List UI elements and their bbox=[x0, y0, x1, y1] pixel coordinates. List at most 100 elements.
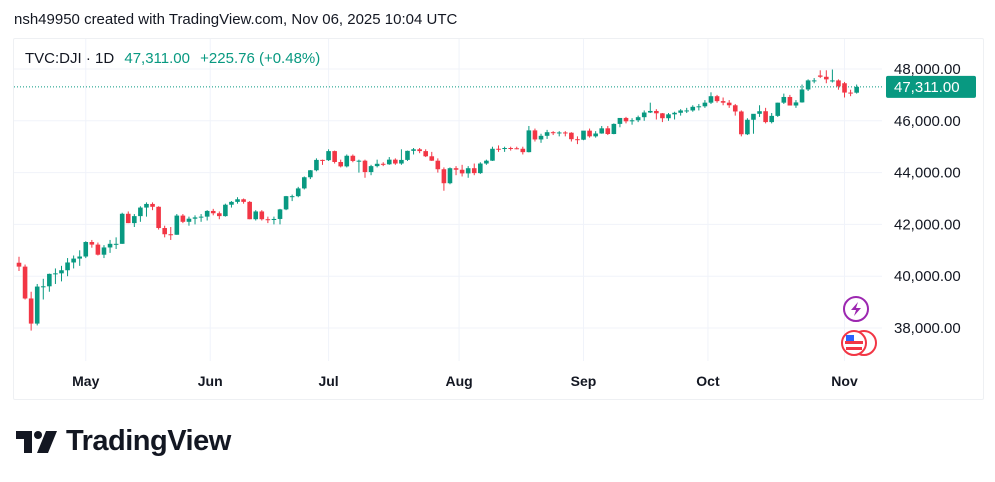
candle bbox=[71, 255, 76, 269]
candle-body bbox=[53, 273, 58, 275]
candle bbox=[423, 149, 428, 158]
candle-body bbox=[34, 286, 40, 324]
candle-body bbox=[563, 132, 568, 134]
tradingview-logo-icon bbox=[16, 430, 57, 453]
candle bbox=[708, 92, 714, 104]
price-label-box bbox=[886, 75, 976, 98]
y-tick-label: 40,000.00 bbox=[894, 268, 961, 285]
candle-body bbox=[59, 270, 64, 274]
candle-body bbox=[751, 113, 756, 120]
candle bbox=[156, 206, 161, 230]
candle-body bbox=[125, 213, 131, 224]
candle-body bbox=[217, 213, 222, 217]
candle-body bbox=[757, 111, 762, 114]
candle bbox=[854, 84, 859, 94]
candle bbox=[739, 110, 744, 137]
candle bbox=[393, 158, 398, 165]
candle bbox=[350, 154, 356, 163]
candle-body bbox=[599, 128, 605, 134]
candle bbox=[168, 226, 174, 240]
tradingview-logo-text: TradingView bbox=[66, 425, 231, 457]
candle bbox=[265, 216, 271, 224]
candle-body bbox=[629, 120, 635, 122]
candle bbox=[599, 125, 605, 134]
candle bbox=[569, 132, 574, 142]
candle-body bbox=[16, 262, 22, 267]
candle-body bbox=[690, 106, 696, 111]
candle-body bbox=[229, 201, 234, 205]
candle bbox=[47, 273, 52, 292]
candle-body bbox=[95, 244, 101, 255]
candle-body bbox=[484, 160, 489, 164]
candle-body bbox=[386, 159, 392, 165]
candle bbox=[83, 241, 89, 259]
candle bbox=[478, 162, 483, 174]
candle-body bbox=[508, 147, 513, 149]
candle-body bbox=[320, 159, 325, 161]
candle bbox=[484, 159, 489, 165]
x-tick-label: Jun bbox=[198, 373, 223, 389]
candle bbox=[830, 69, 835, 83]
candle-body bbox=[502, 147, 507, 150]
candle-body bbox=[496, 148, 501, 150]
candle-body bbox=[399, 159, 404, 164]
candle bbox=[380, 162, 386, 167]
candle-body bbox=[824, 76, 829, 80]
candle bbox=[253, 210, 259, 221]
candle bbox=[447, 167, 453, 185]
candle-body bbox=[405, 150, 410, 160]
candle bbox=[575, 136, 580, 145]
candle bbox=[34, 283, 40, 326]
candle-body bbox=[247, 201, 252, 220]
candle-body bbox=[836, 80, 841, 87]
candle bbox=[805, 79, 811, 92]
candle-body bbox=[842, 83, 847, 93]
lightning-event-icon[interactable] bbox=[843, 296, 869, 322]
candle-body bbox=[575, 139, 580, 141]
candle-body bbox=[775, 102, 781, 116]
candle bbox=[22, 264, 28, 300]
candle-body bbox=[532, 130, 538, 140]
candle bbox=[435, 158, 441, 173]
us-flag-icon[interactable] bbox=[841, 330, 877, 356]
candle-body bbox=[132, 216, 137, 224]
candle-body bbox=[22, 266, 28, 299]
candle bbox=[793, 100, 799, 108]
candle bbox=[441, 167, 447, 191]
candlestick-chart[interactable]: May Jun Jul Aug Sep Oct Nov 48,000.00 46,000.00… bbox=[14, 39, 983, 399]
candle-body bbox=[514, 148, 520, 150]
candle bbox=[684, 107, 689, 114]
candle-body bbox=[441, 169, 447, 184]
candle-body bbox=[326, 151, 331, 161]
candle bbox=[198, 214, 204, 222]
tradingview-logo[interactable]: TradingView bbox=[16, 425, 231, 458]
candle-body bbox=[107, 243, 113, 248]
candle-body bbox=[423, 151, 428, 157]
candle-body bbox=[617, 117, 623, 124]
candle bbox=[496, 145, 501, 152]
candle-body bbox=[301, 177, 307, 189]
candle-body bbox=[192, 217, 198, 219]
candle bbox=[113, 237, 119, 250]
candle bbox=[301, 176, 307, 190]
candle bbox=[229, 201, 234, 208]
candle bbox=[192, 215, 198, 225]
candle bbox=[89, 239, 95, 248]
candle bbox=[763, 107, 768, 124]
candle-body bbox=[89, 242, 95, 245]
candle-body bbox=[28, 298, 34, 324]
price-label-text: 47,311.00 bbox=[894, 79, 960, 96]
chart-frame[interactable]: May Jun Jul Aug Sep Oct Nov 48,000.00 46,000.00… bbox=[13, 38, 984, 400]
candle-body bbox=[308, 170, 313, 178]
candle bbox=[374, 159, 380, 168]
candle-body bbox=[732, 105, 738, 112]
candle bbox=[40, 278, 46, 300]
candle bbox=[53, 268, 58, 284]
candle bbox=[471, 163, 477, 176]
candle-body bbox=[490, 148, 495, 161]
candle-body bbox=[429, 156, 435, 161]
candle-body bbox=[138, 207, 143, 217]
candle bbox=[520, 146, 526, 155]
candle bbox=[459, 164, 465, 177]
candle-body bbox=[623, 117, 629, 122]
